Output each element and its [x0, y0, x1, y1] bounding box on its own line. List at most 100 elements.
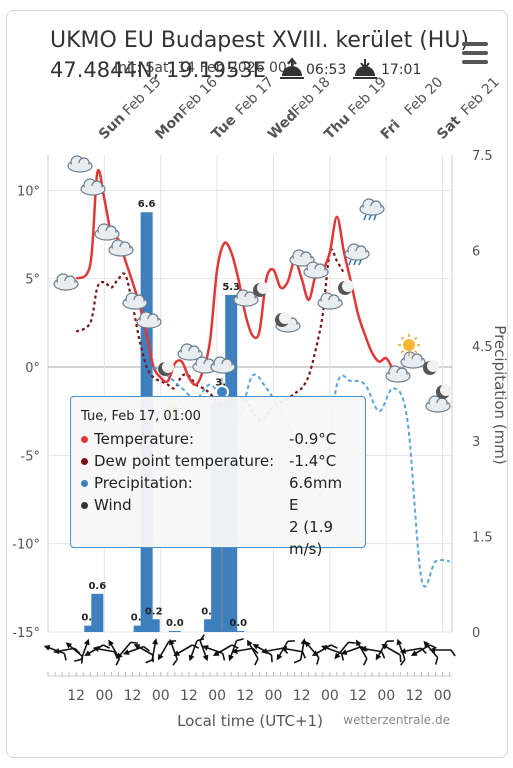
wind-barb-feather: [199, 634, 205, 642]
wind-barb-head: [375, 653, 382, 661]
wind-barb-icon: [311, 644, 338, 656]
cloud-fill: [346, 251, 368, 259]
wind-barb-icon: [145, 638, 158, 664]
wind-barb-feather: [348, 641, 356, 644]
day-name: Sun: [96, 110, 129, 143]
wind-barb-head: [43, 645, 51, 651]
precipitation-dot-icon: [81, 480, 88, 487]
wind-barb-head: [252, 644, 260, 650]
x-tick-label: 00: [434, 688, 452, 704]
day-name: Thu: [321, 111, 353, 143]
wind-barb-head: [381, 644, 388, 650]
cloud-fill: [55, 281, 77, 289]
cloud-icon: [108, 239, 134, 257]
wind-barb-head: [122, 649, 130, 655]
rain-drop: [358, 259, 362, 266]
cloud-icon: [344, 243, 370, 261]
wind-barb-icon: [92, 646, 118, 659]
cloud-fill: [124, 300, 146, 308]
wind-barb-head: [65, 642, 73, 649]
wind-barb-head: [260, 648, 268, 654]
wind-barb-icon: [334, 641, 356, 660]
wind-barb-feather: [63, 653, 67, 661]
cloud-icon: [53, 273, 79, 291]
tooltip-wind-dir: E: [289, 496, 299, 514]
wind-barb-icon: [423, 640, 439, 665]
wind-barb-icon: [429, 647, 456, 657]
day-date: Feb 16: [176, 74, 221, 119]
sunrise-time: 06:53: [306, 62, 346, 78]
wind-barb-feather: [380, 651, 386, 659]
sun-ray: [400, 350, 404, 354]
sun-ray: [414, 350, 418, 354]
cloud-fill: [138, 319, 160, 327]
day-date: Feb 17: [233, 74, 278, 119]
wind-barb-head: [410, 650, 418, 656]
precip-value-label: 6.6: [138, 199, 156, 210]
wind-barb-feather: [399, 654, 402, 663]
y-right-tick-label: 1.5: [472, 531, 493, 546]
y-tick-label: -15°: [12, 626, 40, 641]
cloud-fill: [82, 186, 104, 194]
wind-barb-head: [202, 645, 209, 651]
precip-value-label: 0.0: [229, 618, 247, 629]
day-date: Feb 20: [402, 74, 447, 119]
wind-barb-head: [157, 653, 164, 661]
y-tick-label: 5°: [25, 273, 40, 288]
cloud-fill: [110, 247, 132, 255]
sunrise-icon: [280, 57, 304, 79]
wind-barb-head: [300, 638, 307, 645]
rain-drop: [373, 214, 377, 221]
precip-bar: [84, 625, 97, 632]
cloud-icon: [359, 198, 385, 216]
wind-barb-head: [83, 638, 90, 646]
cloud-fill: [235, 297, 257, 305]
tooltip-wind-row: Wind E: [81, 494, 355, 516]
tooltip-wind-speed: 2 (1.9 m/s): [289, 518, 334, 558]
menu-bar: [462, 51, 488, 55]
wind-barb-icon: [199, 634, 209, 662]
wind-barb-head: [202, 654, 209, 662]
wind-barb-icon: [355, 639, 368, 666]
cloud-fill: [96, 231, 118, 239]
x-tick-label: 00: [321, 688, 339, 704]
tooltip-dew-value: -1.4°C: [289, 452, 337, 470]
source-credit[interactable]: wetterzentrale.de: [343, 713, 450, 727]
wind-barb-feather: [130, 641, 138, 644]
temperature-line: [75, 169, 395, 387]
wind-barb-icon: [293, 638, 307, 664]
tooltip-wind-label: Wind: [94, 496, 132, 514]
tooltip-dew-label: Dew point temperature:: [94, 452, 275, 470]
x-tick-label: 12: [293, 688, 311, 704]
wind-barb-head: [340, 649, 348, 655]
rain-drop: [353, 259, 357, 266]
header-icons: Init: Sat, 14 Feb 2026 00Z 06:53 17:01: [114, 57, 421, 79]
dewpoint-line: [75, 248, 345, 422]
rain-icon: [348, 259, 362, 266]
wind-barb-icon: [173, 644, 200, 656]
cloud-icon: [177, 343, 203, 361]
y-tick-label: 0°: [25, 361, 40, 376]
y-tick-label: 10°: [17, 184, 40, 199]
wind-barb-head: [231, 648, 238, 654]
wind-barb-head: [152, 638, 158, 645]
cloud-icon: [122, 292, 148, 310]
wind-barb-icon: [252, 644, 273, 663]
wind-barb-feather: [450, 649, 456, 657]
y-right-tick-label: 6: [472, 244, 480, 259]
cloud-fill: [291, 257, 313, 265]
moon-icon: [158, 361, 174, 376]
wind-barb-icon: [260, 647, 289, 655]
precip-value-label: 0.1: [131, 613, 149, 624]
wind-barb-feather: [301, 651, 307, 659]
wind-barb-feather: [236, 638, 244, 642]
precip-bar: [133, 625, 146, 632]
hamburger-menu-icon[interactable]: [462, 42, 488, 64]
wind-barb-feather: [330, 644, 338, 649]
precip-bar: [232, 631, 245, 632]
wind-barb-head: [280, 646, 288, 652]
day-date: Feb 18: [289, 74, 334, 119]
cloud-fill: [319, 300, 341, 308]
cloud-fill: [69, 163, 91, 171]
x-tick-label: 00: [265, 688, 283, 704]
